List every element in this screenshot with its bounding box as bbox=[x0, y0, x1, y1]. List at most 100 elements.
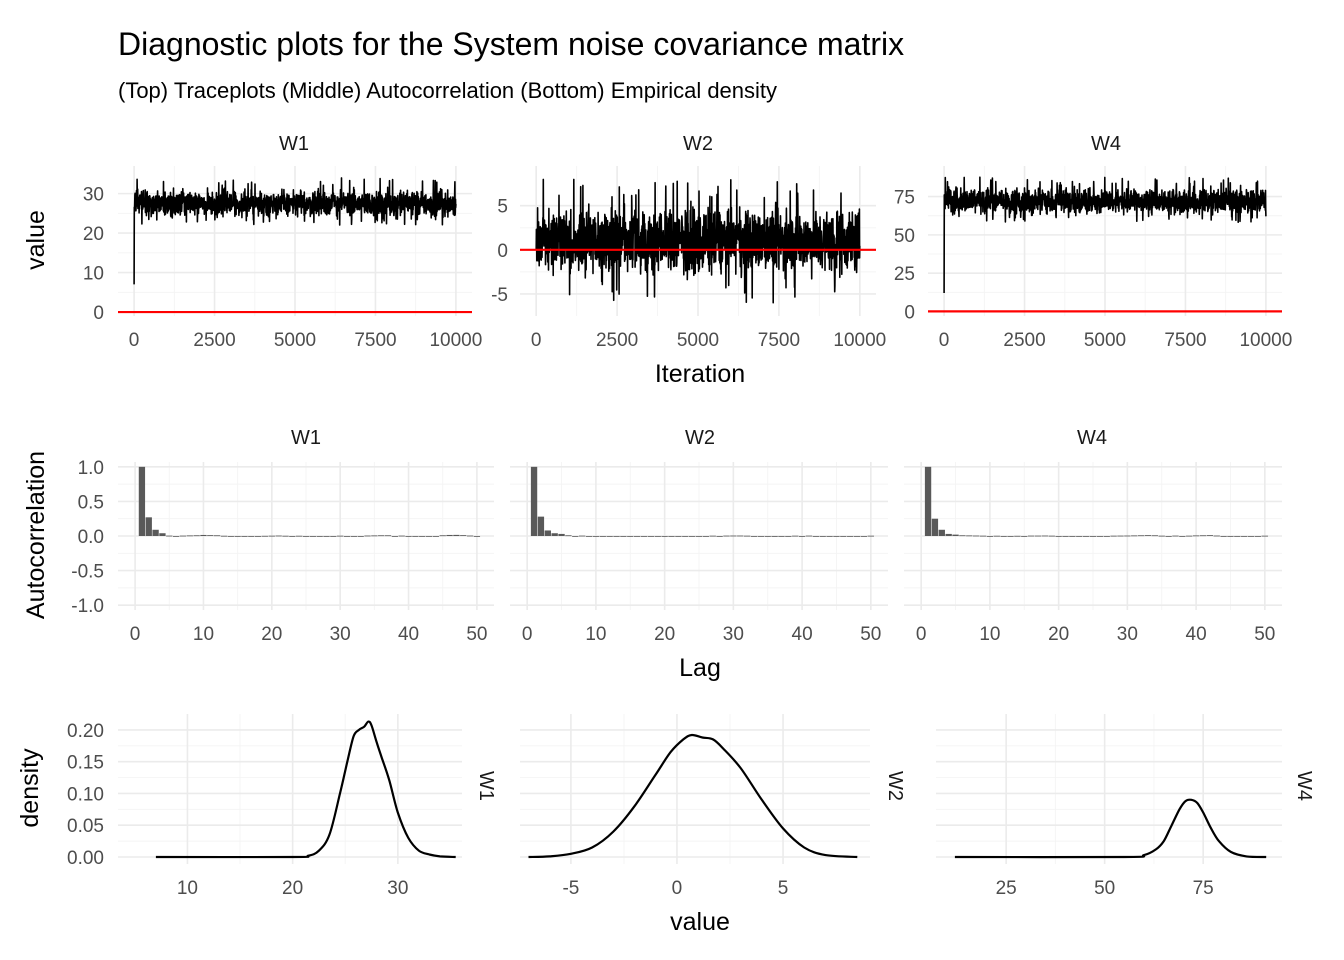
acf-bar bbox=[234, 536, 241, 537]
acf-bar bbox=[993, 535, 1000, 537]
y-tick-label: 50 bbox=[894, 226, 915, 247]
acf-bar bbox=[1227, 536, 1234, 537]
acf-bar bbox=[1131, 535, 1138, 537]
acf-bar bbox=[1034, 535, 1042, 537]
acf-bar bbox=[330, 536, 337, 537]
x-tick-label: 50 bbox=[860, 624, 881, 645]
x-tick-label: 30 bbox=[330, 624, 351, 645]
acf-bar bbox=[1021, 536, 1028, 537]
acf-bar bbox=[384, 535, 392, 537]
trace-line bbox=[535, 178, 861, 304]
acf-bar bbox=[798, 536, 806, 537]
x-tick-label: 7500 bbox=[1164, 330, 1206, 351]
acf-bar bbox=[1062, 536, 1069, 537]
x-tick-label: 25 bbox=[996, 878, 1017, 899]
acf-bar bbox=[585, 536, 593, 537]
acf-bar bbox=[537, 516, 545, 536]
strip-label: W2 bbox=[685, 427, 715, 449]
acf-bar bbox=[1158, 535, 1165, 537]
x-tick-label: 30 bbox=[387, 878, 408, 899]
acf-bar bbox=[1254, 536, 1262, 537]
autocorrelation-panel-w2: 0 10 20 30 40 50 bbox=[510, 462, 888, 645]
x-tick-label: 50 bbox=[1254, 624, 1275, 645]
acf-bar bbox=[613, 536, 620, 537]
x-tick-label: 7500 bbox=[758, 330, 800, 351]
y-tick-label: 30 bbox=[83, 185, 104, 206]
x-tick-label: 10 bbox=[979, 624, 1000, 645]
x-tick-label: 30 bbox=[723, 624, 744, 645]
x-tick-label: 0 bbox=[672, 878, 683, 899]
x-tick-label: 0 bbox=[130, 624, 141, 645]
x-tick-label: 10000 bbox=[833, 330, 886, 351]
acf-bar bbox=[1055, 536, 1062, 537]
acf-bar bbox=[1117, 535, 1124, 537]
density-panel-w1: 10 20 30 0.00 0.05 0.10 0.15 0.20 bbox=[67, 714, 462, 899]
acf-bar bbox=[530, 466, 538, 536]
acf-bar bbox=[979, 535, 987, 537]
acf-bar bbox=[179, 535, 187, 537]
y-tick-label: 1.0 bbox=[78, 458, 104, 479]
acf-bar bbox=[1220, 536, 1227, 537]
x-tick-label: 2500 bbox=[596, 330, 638, 351]
acf-bar bbox=[1041, 535, 1049, 537]
x-tick-label: 5000 bbox=[1084, 330, 1126, 351]
acf-bar bbox=[599, 536, 606, 537]
y-tick-label: 0 bbox=[93, 303, 104, 324]
strip-label: W1 bbox=[291, 427, 321, 449]
acf-bar bbox=[1014, 535, 1021, 537]
acf-bar bbox=[931, 518, 939, 536]
acf-bar bbox=[343, 536, 351, 537]
x-tick-label: 30 bbox=[1117, 624, 1138, 645]
acf-bar bbox=[412, 536, 419, 537]
acf-bar bbox=[1103, 536, 1110, 537]
y-tick-label: 0 bbox=[497, 241, 508, 262]
strip-label: W1 bbox=[279, 133, 309, 155]
x-tick-label: 7500 bbox=[354, 330, 396, 351]
acf-bar bbox=[275, 535, 282, 537]
acf-bar bbox=[309, 536, 316, 537]
acf-bar bbox=[1082, 536, 1090, 537]
acf-bar bbox=[654, 536, 661, 537]
acf-bar bbox=[633, 536, 641, 537]
strip-label: W4 bbox=[1077, 427, 1107, 449]
acf-bar bbox=[966, 535, 973, 537]
acf-bar bbox=[248, 536, 255, 537]
acf-bar bbox=[432, 536, 440, 537]
acf-bar bbox=[702, 536, 710, 537]
acf-bar bbox=[1069, 536, 1076, 537]
x-tick-label: 0 bbox=[916, 624, 927, 645]
acf-bar bbox=[138, 466, 146, 536]
acf-bar bbox=[357, 536, 364, 537]
acf-bar bbox=[668, 536, 675, 537]
density-panel-w4: 25 50 75 bbox=[936, 714, 1282, 899]
x-tick-label: 20 bbox=[1048, 624, 1069, 645]
acf-bar bbox=[255, 536, 262, 537]
x-tick-label: 0 bbox=[522, 624, 533, 645]
x-tick-label: 0 bbox=[939, 330, 950, 351]
acf-bar bbox=[193, 535, 200, 537]
acf-bar bbox=[1213, 535, 1220, 537]
trace-line bbox=[943, 176, 1267, 294]
acf-bar bbox=[792, 535, 799, 537]
acf-bar bbox=[764, 536, 771, 537]
acf-bar bbox=[350, 536, 357, 537]
x-tick-label: 20 bbox=[654, 624, 675, 645]
x-tick-label: 40 bbox=[398, 624, 419, 645]
density-panel-w2: -5 0 5 bbox=[520, 714, 870, 899]
acf-bar bbox=[737, 535, 744, 537]
acf-bar bbox=[778, 536, 785, 537]
acf-bar bbox=[833, 536, 840, 537]
y-tick-label: 10 bbox=[83, 264, 104, 285]
y-axis-label: value bbox=[22, 210, 50, 270]
acf-bar bbox=[172, 536, 180, 537]
acf-bar bbox=[785, 536, 792, 537]
x-tick-label: 20 bbox=[282, 878, 303, 899]
acf-bar bbox=[572, 536, 579, 537]
x-axis-label: value bbox=[670, 908, 730, 936]
y-tick-label: 5 bbox=[497, 197, 508, 218]
y-axis-label: density bbox=[16, 748, 44, 828]
acf-bar bbox=[558, 533, 565, 536]
x-tick-label: 10000 bbox=[429, 330, 482, 351]
autocorrelation-panels: 0 10 20 30 40 50-1.0-0.50.00.51.00 10 20 30 40 50 0… bbox=[71, 458, 1282, 645]
y-tick-label: 0 bbox=[904, 302, 915, 323]
